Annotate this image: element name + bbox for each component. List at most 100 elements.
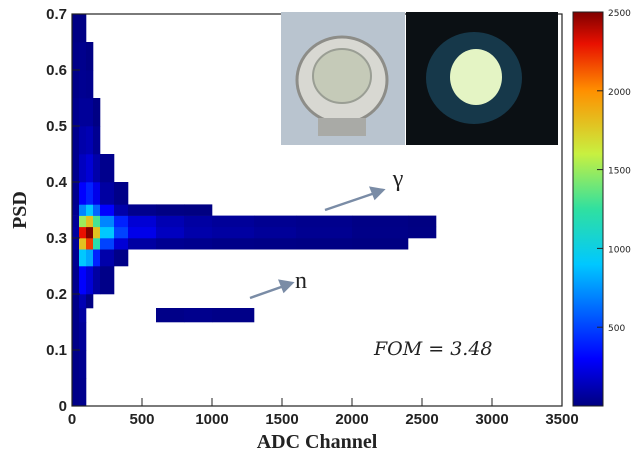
heat-cell [100, 14, 114, 42]
heat-cell [79, 294, 86, 308]
heat-cell [212, 70, 254, 98]
heat-cell [72, 204, 79, 216]
heat-cell [128, 308, 156, 322]
heat-cell [93, 238, 100, 250]
heat-cell [79, 70, 86, 98]
heat-cell [296, 227, 352, 239]
heat-cell [254, 227, 296, 239]
heat-cell [254, 249, 296, 266]
arrow [325, 193, 375, 210]
heat-cell [79, 266, 86, 294]
heat-cell [86, 182, 93, 205]
heat-cell [79, 350, 86, 378]
heat-cell [93, 308, 100, 322]
heat-cell [128, 14, 156, 42]
colorbar [573, 12, 603, 406]
heat-cell [100, 126, 114, 154]
heat-cell [156, 227, 184, 239]
heat-cell [254, 378, 296, 406]
heat-cell [114, 378, 128, 406]
heat-cell [184, 227, 212, 239]
heat-cell [114, 204, 128, 216]
heat-cell [86, 350, 93, 378]
heat-cell [93, 227, 100, 239]
y-tick-label: 0.4 [46, 174, 68, 191]
heat-cell [72, 308, 79, 322]
heat-cell [72, 154, 79, 182]
heat-cell [114, 294, 128, 308]
heat-cell [114, 238, 128, 250]
x-tick-label: 500 [129, 411, 154, 428]
heat-cell [86, 294, 93, 308]
photo-base [318, 118, 366, 136]
heat-cell [86, 126, 93, 154]
heat-cell [156, 98, 184, 126]
heat-cell [184, 182, 212, 205]
heat-cell [128, 216, 156, 228]
heat-cell [296, 249, 352, 266]
heat-cell [79, 98, 86, 126]
heat-cell [86, 266, 93, 294]
heat-cell [156, 126, 184, 154]
heat-cell [212, 322, 254, 350]
heat-cell [128, 294, 156, 308]
x-tick-label: 0 [68, 411, 76, 428]
heat-cell [212, 204, 254, 216]
x-tick-label: 3000 [475, 411, 508, 428]
heat-cell [128, 238, 156, 250]
heat-cell [100, 98, 114, 126]
heat-cell [254, 322, 296, 350]
heat-cell [212, 266, 254, 294]
heat-cell [212, 216, 254, 228]
heat-cell [72, 42, 79, 70]
heat-cell [352, 238, 408, 250]
heat-cell [352, 308, 408, 322]
heat-cell [114, 182, 128, 205]
heat-cell [212, 227, 254, 239]
heat-cell [114, 249, 128, 266]
heat-cell [352, 378, 408, 406]
heat-cell [254, 204, 296, 216]
heat-cell [72, 182, 79, 205]
heat-cell [156, 322, 184, 350]
heat-cell [184, 216, 212, 228]
heat-cell [72, 216, 79, 228]
heat-cell [100, 154, 114, 182]
heat-cell [79, 182, 86, 205]
heat-cell [156, 216, 184, 228]
heat-cell [212, 350, 254, 378]
heat-cell [100, 204, 114, 216]
heat-cell [128, 70, 156, 98]
heat-cell [156, 182, 184, 205]
heat-cell [212, 294, 254, 308]
heat-cell [93, 294, 100, 308]
annotation: FOM = 3.48 [373, 338, 493, 360]
heat-cell [352, 294, 408, 308]
heat-cell [100, 308, 114, 322]
arrow-head [280, 281, 292, 291]
heat-cell [296, 238, 352, 250]
heat-cell [79, 204, 86, 216]
heat-cell [114, 216, 128, 228]
heat-cell [408, 154, 436, 182]
colorbar-tick-label: 1500 [608, 167, 631, 177]
heat-cell [212, 238, 254, 250]
heat-cell [100, 249, 114, 266]
heat-cell [79, 322, 86, 350]
heat-cell [114, 70, 128, 98]
heat-cell [212, 182, 254, 205]
heat-cell [100, 294, 114, 308]
heat-cell [156, 154, 184, 182]
heat-cell [184, 98, 212, 126]
heat-cell [156, 14, 184, 42]
heat-cell [79, 154, 86, 182]
heat-cell [184, 70, 212, 98]
heat-cell [212, 378, 254, 406]
heat-cell [254, 350, 296, 378]
heat-cell [93, 204, 100, 216]
heat-cell [114, 350, 128, 378]
heat-cell [254, 182, 296, 205]
annotation: γ [392, 166, 404, 192]
heat-cell [93, 98, 100, 126]
heat-cell [296, 182, 352, 205]
